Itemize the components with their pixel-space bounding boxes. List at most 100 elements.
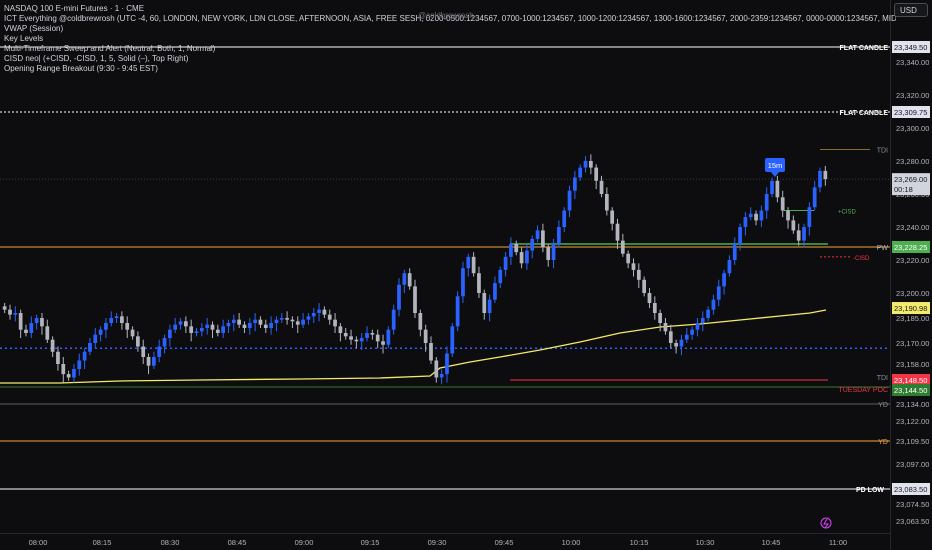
candle-body	[199, 328, 204, 332]
legend-vwap[interactable]: VWAP (Session)	[4, 24, 64, 33]
candle-body	[136, 336, 140, 347]
candle-body	[125, 323, 130, 330]
candle-body	[306, 316, 311, 320]
candle-body	[647, 293, 652, 303]
candle-body	[247, 323, 252, 328]
candle-body	[2, 306, 7, 310]
legend-symbol[interactable]: NASDAQ 100 E-mini Futures · 1 · CME	[4, 4, 145, 13]
candle-body	[573, 177, 577, 191]
candle-body	[61, 364, 66, 375]
time-tick-label: 08:30	[161, 538, 180, 547]
candle-body	[141, 346, 146, 357]
candle-body	[679, 339, 684, 347]
candle-body	[471, 256, 476, 274]
candle-body	[594, 167, 599, 181]
candle-body	[215, 329, 220, 333]
candle-body	[658, 313, 663, 323]
candle-body	[498, 269, 503, 284]
price-tag-vwap: 23,190.98	[894, 304, 927, 313]
price-tag-pw: 23,228.25	[894, 243, 927, 252]
level-label-tdi: TDI	[877, 147, 888, 154]
candle-body	[333, 319, 337, 327]
price-tag-flat-candle-low-bg	[892, 106, 930, 118]
indicator-legend: NASDAQ 100 E-mini Futures · 1 · CME ICT …	[4, 4, 896, 74]
legend-ict-everything[interactable]: ICT Everything @coldbrewrosh (UTC -4, 60…	[4, 14, 896, 23]
candle-body	[104, 323, 108, 330]
candle-body	[626, 253, 631, 264]
candle-body	[423, 329, 428, 343]
level-label-pw: PW	[877, 245, 889, 252]
candle-body	[748, 213, 753, 218]
price-tick-label: 23,134.00	[896, 400, 929, 409]
candle-body	[93, 334, 98, 343]
candle-body	[503, 256, 508, 270]
legend-mtf-sweep[interactable]: Multi-Timeframe Sweep and Alert (Neutral…	[4, 44, 216, 53]
candle-body	[418, 313, 423, 330]
candle-body	[290, 319, 295, 322]
candle-body	[50, 339, 55, 352]
price-tag-green: 23,144.50	[894, 386, 927, 395]
candle-body	[759, 210, 764, 221]
price-tag-pw-bg	[892, 241, 930, 253]
candle-body	[205, 324, 210, 328]
candle-body	[114, 316, 119, 318]
candle-body	[242, 324, 247, 328]
candle-body	[610, 210, 615, 224]
candle-body	[311, 313, 316, 317]
candle-body	[194, 331, 199, 333]
candle-body	[82, 351, 87, 361]
candle-body	[237, 319, 242, 325]
candle-body	[40, 318, 44, 327]
price-tag-tuesday-poc: 23,148.50	[894, 376, 927, 385]
bubble-15m-bg	[765, 158, 785, 172]
level-label-tdi-2: TDI	[877, 375, 888, 382]
candle-body	[716, 286, 721, 300]
candle-body	[764, 194, 769, 211]
candle-body	[466, 256, 471, 269]
candle-body	[562, 210, 567, 227]
watermark: @coldbrewrosh	[418, 11, 474, 20]
candle-body	[327, 314, 332, 320]
candle-body	[258, 319, 263, 325]
candle-body	[402, 273, 407, 285]
candle-body	[189, 326, 194, 333]
candle-body	[263, 324, 268, 328]
lightning-icon	[820, 517, 832, 529]
price-tick-label: 23,074.50	[896, 500, 929, 509]
levels-layer	[0, 46, 890, 490]
time-tick-label: 08:15	[93, 538, 112, 547]
candle-body	[13, 313, 18, 315]
candle-body	[375, 334, 380, 342]
price-tick-label: 23,158.00	[896, 360, 929, 369]
price-tag-countdown: 00:18	[894, 185, 913, 194]
cisd-minus-label: -CISD	[853, 256, 870, 262]
price-tick-label: 23,200.00	[896, 289, 929, 298]
candle-body	[477, 273, 481, 293]
time-tick-label: 11:00	[829, 538, 847, 547]
candle-body	[226, 323, 231, 327]
legend-key-levels[interactable]: Key Levels	[4, 34, 44, 43]
price-tick-label: 23,185.00	[896, 314, 929, 323]
candle-body	[391, 309, 396, 330]
legend-orb[interactable]: Opening Range Breakout (9:30 - 9:45 EST)	[4, 64, 158, 73]
price-labels-layer: 23,349.50 FLAT CANDLE 23,309.75 FLAT CANDLE…	[838, 41, 930, 495]
legend-cisd[interactable]: CISD neo| (+CISD, -CISD, 1, 5, Solid (–)…	[4, 54, 189, 63]
time-tick-label: 10:30	[696, 538, 715, 547]
lightning-icon-bolt	[823, 518, 829, 529]
candle-body	[167, 329, 172, 338]
candle-body	[359, 338, 364, 342]
candle-body	[551, 244, 556, 260]
candle-body	[8, 309, 12, 315]
currency-button[interactable]: USD	[894, 3, 928, 17]
candle-body	[24, 329, 28, 333]
candle-body	[322, 309, 327, 315]
candle-body	[365, 333, 369, 338]
cisd-plus-label: +CISD	[838, 210, 857, 216]
candle-body	[738, 227, 742, 245]
price-tick-label: 23,109.50	[896, 437, 929, 446]
candle-body	[18, 313, 23, 330]
time-tick-label: 09:45	[495, 538, 514, 547]
candle-body	[727, 260, 732, 274]
price-axis: 23,340.00 23,320.00 23,300.00 23,280.00 23,2…	[896, 58, 929, 526]
